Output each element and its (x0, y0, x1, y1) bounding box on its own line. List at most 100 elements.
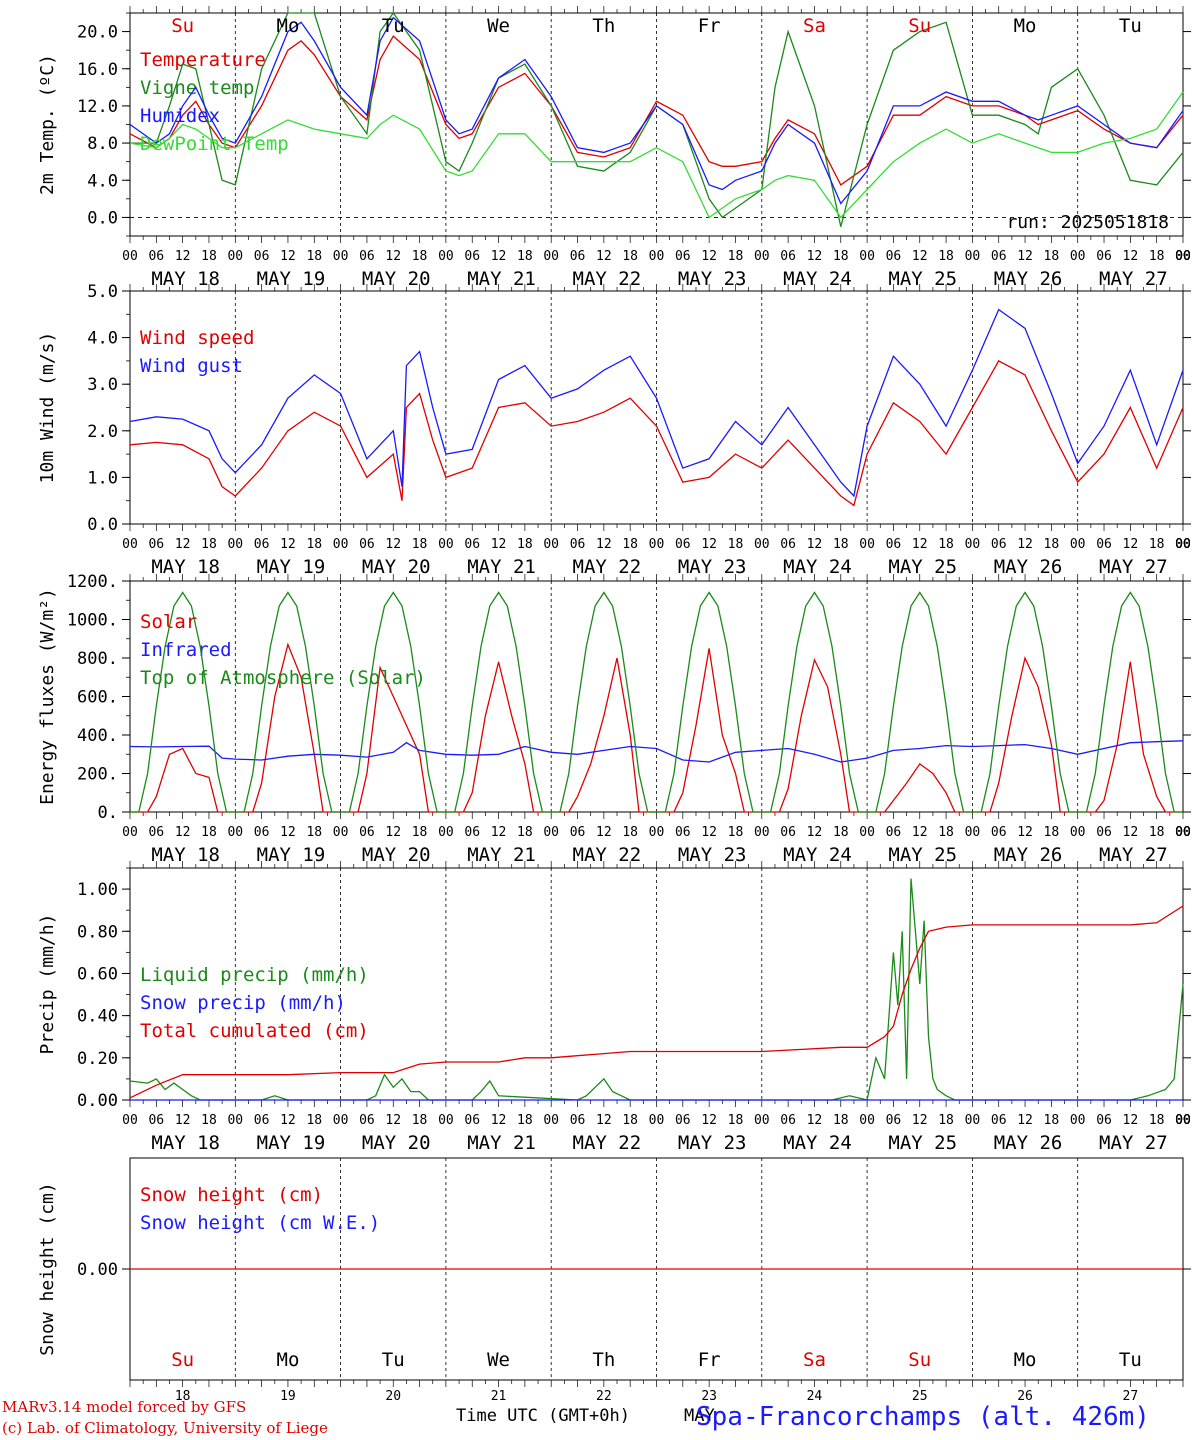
date-label: MAY 27 (1099, 268, 1168, 290)
hour-label: 06 (780, 825, 796, 840)
day-number-label: 22 (596, 1389, 612, 1404)
series-line-1 (129, 35, 1184, 186)
series-line-3 (130, 591, 1183, 813)
date-label: MAY 23 (678, 844, 747, 866)
hour-label: 00 (227, 249, 243, 264)
hour-label: 00 (1175, 1113, 1191, 1128)
hour-label: 06 (570, 249, 586, 264)
hour-label: 00 (1175, 537, 1191, 552)
hour-label: 00 (1175, 249, 1191, 264)
hour-label: 00 (227, 537, 243, 552)
hour-label: 00 (543, 825, 559, 840)
day-number-label: 20 (385, 1389, 401, 1404)
hour-label: 06 (1096, 1113, 1112, 1128)
hour-label: 12 (807, 825, 823, 840)
date-label: MAY 19 (257, 556, 326, 578)
hour-label: 00 (649, 1113, 665, 1128)
hour-label: 18 (201, 249, 217, 264)
legend-entry: Solar (140, 611, 197, 633)
date-label: MAY 26 (994, 268, 1063, 290)
hour-label: 00 (1175, 825, 1191, 840)
legend-entry: Snow height (cm) (140, 1184, 323, 1206)
hour-label: 12 (912, 825, 928, 840)
hour-label: 00 (1175, 825, 1191, 840)
date-label: MAY 22 (573, 844, 642, 866)
hour-label: 06 (359, 537, 375, 552)
hour-label: 18 (938, 537, 954, 552)
hour-label: 06 (464, 537, 480, 552)
hour-label: 18 (517, 1113, 533, 1128)
hour-label: 00 (1175, 1113, 1191, 1128)
hour-label: 12 (280, 1113, 296, 1128)
hour-label: 18 (833, 537, 849, 552)
hour-label: 06 (886, 825, 902, 840)
y-axis-label: 10m Wind (m/s) (37, 332, 58, 484)
date-label: MAY 20 (362, 556, 431, 578)
hour-label: 18 (306, 537, 322, 552)
hour-label: 00 (1175, 249, 1191, 264)
hour-label: 12 (385, 537, 401, 552)
hour-label: 00 (1175, 825, 1191, 840)
date-label: MAY 21 (467, 1132, 536, 1154)
y-tick-label: 800. (77, 649, 118, 669)
lab-credit: (c) Lab. of Climatology, University of L… (2, 1419, 328, 1437)
hour-label: 12 (491, 1113, 507, 1128)
hour-label: 06 (675, 537, 691, 552)
date-label: MAY 22 (573, 556, 642, 578)
legend-entry: Snow height (cm W.E.) (140, 1212, 380, 1234)
hour-label: 00 (1175, 249, 1191, 264)
hour-label: 00 (1175, 825, 1191, 840)
hour-label: 00 (543, 537, 559, 552)
panel-5: 0.00 Snow height (cm) Snow height (cm) Snow… (37, 1157, 1191, 1387)
date-label: MAY 27 (1099, 1132, 1168, 1154)
hour-label: 12 (807, 537, 823, 552)
hour-label: 06 (1096, 825, 1112, 840)
hour-label: 12 (385, 825, 401, 840)
hour-label: 12 (1017, 537, 1033, 552)
date-label: MAY 24 (783, 1132, 852, 1154)
hour-label: 18 (412, 537, 428, 552)
y-tick-label: 12.0 (77, 97, 118, 117)
hour-label: 12 (596, 537, 612, 552)
hour-label: 00 (1175, 825, 1191, 840)
hour-label: 12 (175, 537, 191, 552)
day-number-label: 21 (491, 1389, 507, 1404)
series-line-1 (129, 360, 1184, 507)
day-of-week-label: Fr (698, 1349, 721, 1371)
date-label: MAY 27 (1099, 556, 1168, 578)
date-label: MAY 18 (151, 268, 220, 290)
hour-label: 00 (122, 249, 138, 264)
x-axis-month: MAY (684, 1406, 715, 1426)
hour-label: 12 (1123, 249, 1139, 264)
date-label: MAY 26 (994, 844, 1063, 866)
hour-label: 18 (412, 825, 428, 840)
y-tick-label: 0.80 (77, 922, 118, 942)
hour-label: 18 (1044, 537, 1060, 552)
legend-entry: Vigne temp (140, 77, 254, 99)
y-tick-label: 0.20 (77, 1049, 118, 1069)
hour-label: 06 (148, 537, 164, 552)
day-number-label: 24 (807, 1389, 823, 1404)
hour-label: 00 (333, 537, 349, 552)
date-label: MAY 19 (257, 268, 326, 290)
hour-label: 06 (148, 249, 164, 264)
hour-label: 12 (701, 537, 717, 552)
hour-label: 00 (1175, 249, 1191, 264)
hour-label: 00 (1175, 249, 1191, 264)
hour-label: 12 (280, 825, 296, 840)
hour-label: 00 (754, 825, 770, 840)
day-of-week-label: Tu (1119, 15, 1142, 37)
y-tick-label: 0.0 (87, 208, 118, 228)
y-tick-label: 1000. (67, 611, 118, 631)
hour-label: 00 (1175, 537, 1191, 552)
hour-label: 12 (807, 249, 823, 264)
hour-label: 00 (649, 249, 665, 264)
hour-label: 00 (1175, 537, 1191, 552)
hour-label: 06 (780, 537, 796, 552)
hour-label: 18 (728, 537, 744, 552)
run-label: run: 2025051818 (1006, 212, 1169, 233)
hour-label: 12 (701, 249, 717, 264)
hour-label: 12 (491, 537, 507, 552)
hour-label: 00 (1175, 537, 1191, 552)
y-tick-label: 1.00 (77, 880, 118, 900)
